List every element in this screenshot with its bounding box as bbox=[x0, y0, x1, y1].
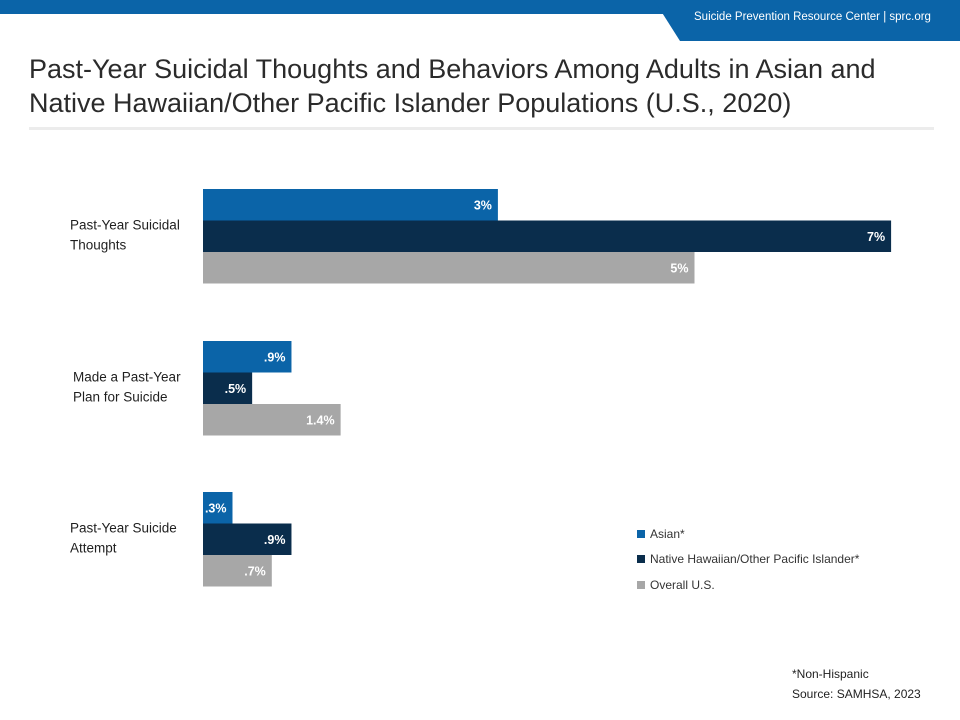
data-label-native-hawaiian-other-pacific-islander-3: .9% bbox=[264, 533, 286, 547]
category-label-made-a-past-year-plan-for-suicide: Made a Past-Year Plan for Suicide bbox=[73, 369, 181, 404]
legend-label-nhopi: Native Hawaiian/Other Pacific Islander* bbox=[650, 552, 860, 567]
bar-overall-u-s-3 bbox=[203, 555, 272, 587]
data-label-native-hawaiian-other-pacific-islander-1: 7% bbox=[867, 230, 885, 244]
bar-native-hawaiian-other-pacific-islander-2 bbox=[203, 372, 253, 404]
data-label-overall-u-s-3: .7% bbox=[244, 564, 266, 578]
data-label-asian-1: 3% bbox=[474, 198, 492, 212]
legend-label-overall: Overall U.S. bbox=[650, 577, 715, 592]
title-divider bbox=[29, 127, 934, 130]
category-label-past-year-suicidal-thoughts: Past-Year Suicidal Thoughts bbox=[70, 217, 180, 252]
org-tab bbox=[654, 0, 960, 41]
bar-asian-2 bbox=[203, 341, 292, 373]
bar-native-hawaiian-other-pacific-islander-1 bbox=[203, 220, 892, 252]
data-label-overall-u-s-2: 1.4% bbox=[306, 413, 335, 427]
footnote: *Non-Hispanic Source: SAMHSA, 2023 bbox=[792, 664, 921, 704]
legend-item-asian: Asian* bbox=[637, 521, 859, 547]
legend-swatch-nhopi bbox=[637, 555, 645, 564]
chart-title: Past-Year Suicidal Thoughts and Behavior… bbox=[29, 54, 876, 118]
data-label-asian-2: .9% bbox=[264, 350, 286, 364]
footnote-note: *Non-Hispanic bbox=[792, 667, 869, 681]
legend-swatch-overall bbox=[637, 580, 645, 589]
category-label-past-year-suicide-attempt: Past-Year Suicide Attempt bbox=[70, 520, 177, 555]
footnote-source: Source: SAMHSA, 2023 bbox=[792, 687, 921, 701]
data-label-asian-3: .3% bbox=[205, 501, 227, 515]
legend-swatch-asian bbox=[637, 529, 645, 538]
bar-asian-1 bbox=[203, 189, 498, 221]
bar-overall-u-s-1 bbox=[203, 252, 695, 284]
data-label-overall-u-s-1: 5% bbox=[670, 261, 688, 275]
bar-overall-u-s-2 bbox=[203, 404, 341, 436]
legend: Asian* Native Hawaiian/Other Pacific Isl… bbox=[637, 521, 859, 598]
legend-label-asian: Asian* bbox=[650, 526, 685, 541]
bar-native-hawaiian-other-pacific-islander-3 bbox=[203, 523, 292, 555]
org-text[interactable]: Suicide Prevention Resource Center | spr… bbox=[694, 11, 931, 23]
legend-item-overall: Overall U.S. bbox=[637, 572, 859, 598]
legend-item-nhopi: Native Hawaiian/Other Pacific Islander* bbox=[637, 547, 859, 573]
data-label-native-hawaiian-other-pacific-islander-2: .5% bbox=[225, 382, 247, 396]
bar-asian-3 bbox=[203, 492, 233, 524]
